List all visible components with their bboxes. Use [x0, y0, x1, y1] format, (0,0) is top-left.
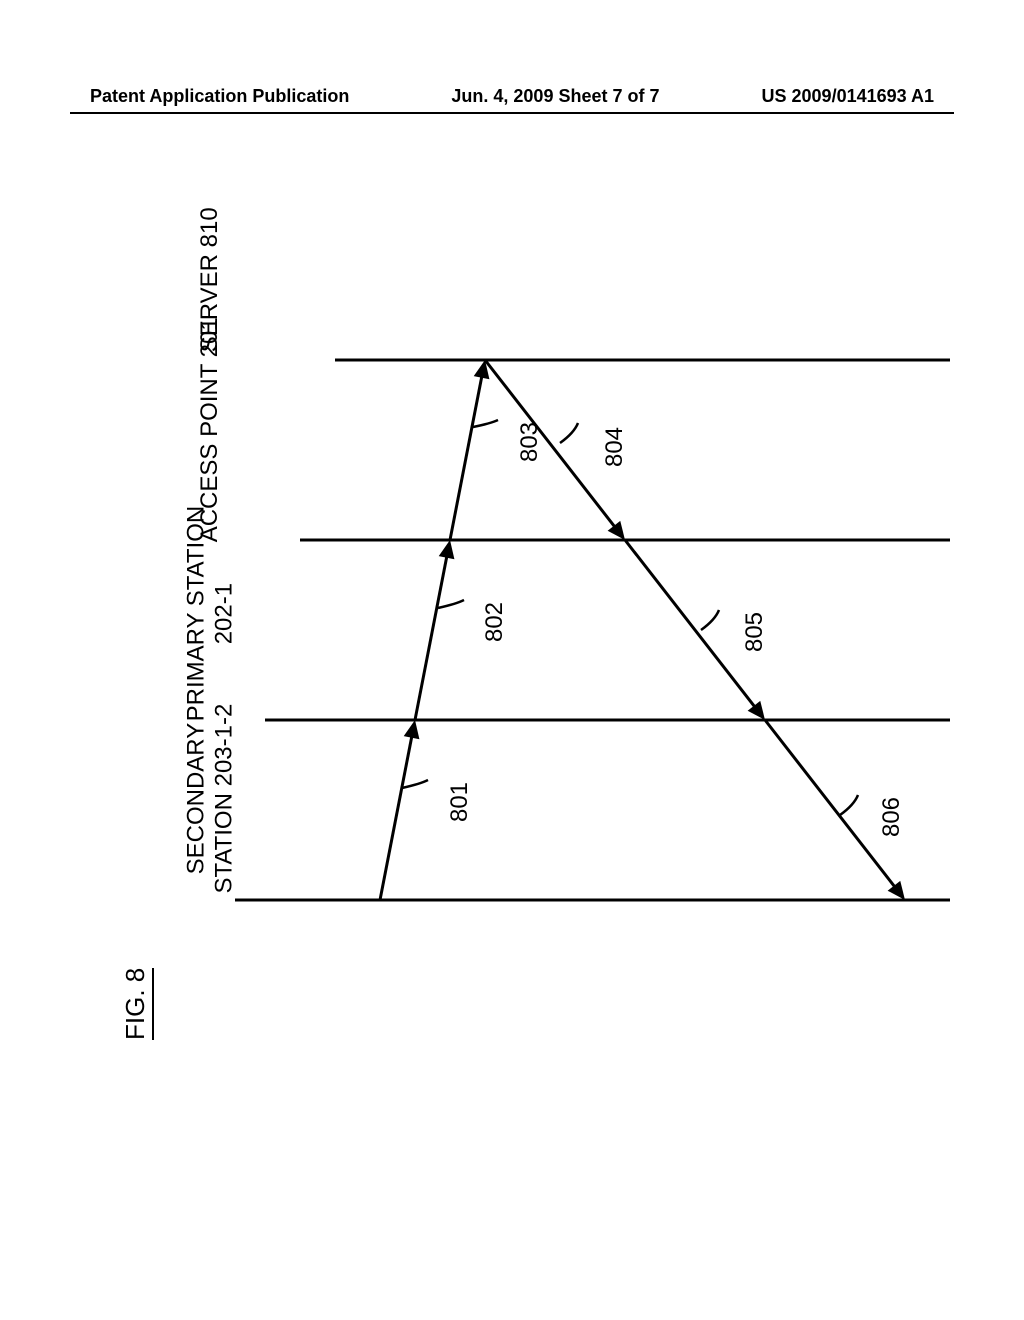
message-arrow — [415, 550, 448, 720]
message-arrow — [450, 370, 483, 540]
lead-tick — [402, 780, 428, 788]
arrowhead-icon — [888, 881, 905, 900]
message-label: 802 — [481, 592, 509, 652]
message-arrow — [380, 730, 413, 900]
arrowhead-icon — [608, 521, 625, 540]
message-label: 801 — [446, 772, 474, 832]
message-label: 806 — [878, 787, 906, 847]
figure-label: FIG. 8 — [120, 968, 154, 1040]
message-arrow — [625, 540, 759, 712]
message-label: 804 — [601, 417, 629, 477]
lead-tick — [473, 420, 498, 427]
lifeline-label: SERVER 810 — [196, 150, 224, 410]
message-label: 805 — [741, 602, 769, 662]
header-right: US 2009/0141693 A1 — [762, 86, 934, 107]
sequence-diagram: SECONDARYSTATION 203-1-2PRIMARY STATION2… — [180, 140, 960, 1140]
message-arrow — [485, 360, 619, 532]
lead-tick — [701, 610, 719, 630]
header-center: Jun. 4, 2009 Sheet 7 of 7 — [451, 86, 659, 107]
header-left: Patent Application Publication — [90, 86, 349, 107]
arrowhead-icon — [404, 720, 420, 739]
page-header: Patent Application Publication Jun. 4, 2… — [0, 86, 1024, 107]
arrowhead-icon — [748, 701, 765, 720]
lead-tick — [438, 600, 464, 608]
diagram-svg — [180, 140, 960, 1140]
header-rule — [70, 112, 954, 114]
message-label: 803 — [516, 412, 544, 472]
arrowhead-icon — [439, 540, 455, 559]
lead-tick — [840, 795, 858, 815]
lead-tick — [560, 423, 578, 443]
